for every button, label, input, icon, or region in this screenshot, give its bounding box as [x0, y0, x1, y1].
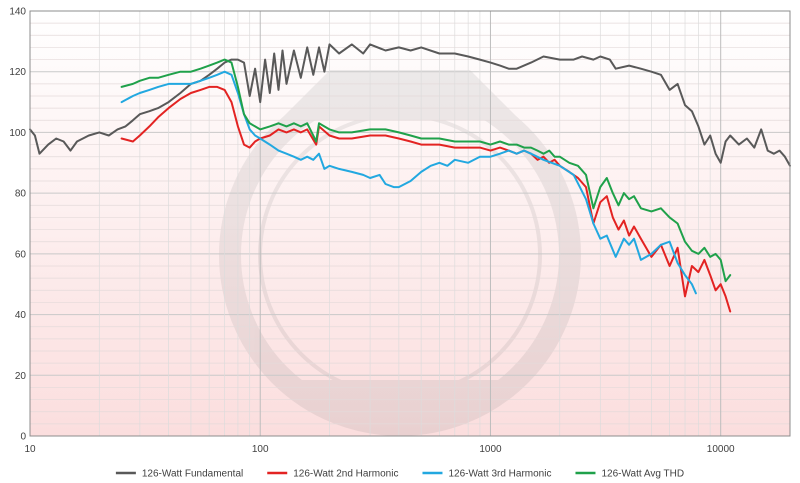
- plot-frame: [29, 10, 791, 437]
- y-tick-label: 120: [9, 67, 26, 78]
- y-tick-label: 20: [15, 371, 27, 382]
- y-tick-label: 100: [9, 128, 26, 139]
- plot-area: [30, 11, 790, 436]
- x-tick-label: 10: [24, 444, 36, 455]
- y-tick-label: 80: [15, 189, 27, 200]
- legend-label-1: 126-Watt Fundamental: [142, 469, 243, 480]
- x-tick-label: 1000: [479, 444, 502, 455]
- legend-label-4: 126-Watt Avg THD: [601, 469, 684, 480]
- x-tick-label: 10000: [707, 444, 735, 455]
- series-line-1: [29, 43, 791, 167]
- y-tick-label: 60: [15, 249, 27, 260]
- y-tick-label: 140: [9, 7, 26, 18]
- legend-label-2: 126-Watt 2nd Harmonic: [293, 469, 398, 480]
- y-tick-label: 0: [20, 432, 26, 443]
- series-line-4: [120, 58, 732, 283]
- axes: 0 20 40 60 80 100 120 140 10 100 1000 10000: [9, 7, 791, 455]
- x-tick-label: 100: [252, 444, 269, 455]
- series-group: [29, 43, 791, 313]
- legend-label-3: 126-Watt 3rd Harmonic: [448, 469, 551, 480]
- legend: 126-Watt Fundamental 126-Watt 2nd Harmoni…: [115, 469, 684, 480]
- series-line-3: [120, 70, 697, 295]
- y-tick-label: 40: [15, 310, 27, 321]
